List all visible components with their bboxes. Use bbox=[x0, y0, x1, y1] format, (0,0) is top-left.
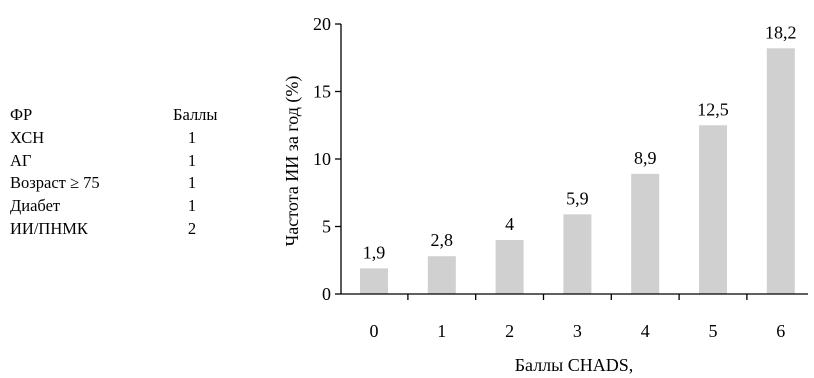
risk-factor-name: Диабет bbox=[10, 196, 61, 216]
y-tick-label: 15 bbox=[313, 82, 331, 102]
x-tick-label: 6 bbox=[776, 321, 785, 341]
risk-table-row: АГ 1 bbox=[10, 150, 237, 173]
x-tick-label: 4 bbox=[641, 321, 650, 341]
bar-2 bbox=[495, 240, 524, 294]
y-tick-label: 10 bbox=[313, 149, 331, 169]
x-axis-title: Баллы CHADS, bbox=[515, 355, 634, 375]
bar-5 bbox=[699, 125, 727, 294]
y-tick-label: 5 bbox=[322, 217, 331, 237]
x-tick-label: 3 bbox=[573, 321, 582, 341]
bar-0 bbox=[360, 268, 388, 294]
risk-factor-points: 1 bbox=[187, 196, 197, 216]
risk-factor-points: 1 bbox=[187, 150, 197, 170]
risk-table-row: Диабет 1 bbox=[10, 195, 237, 218]
ticks-layer: 0 5 10 15 20 0 1 2 3 4 5 6 bbox=[313, 14, 785, 341]
data-labels-layer: 1,9 2,8 4 5,9 8,9 12,5 18,2 bbox=[363, 22, 797, 262]
risk-table-row: Возраст ≥ 75 1 bbox=[10, 172, 237, 195]
risk-factor-name: ХСН bbox=[10, 127, 45, 147]
bar-1 bbox=[427, 256, 456, 294]
bar-6 bbox=[766, 48, 795, 294]
y-tick-label: 0 bbox=[322, 284, 331, 304]
bar-value-label: 2,8 bbox=[431, 230, 454, 250]
factor-column-header: ФР bbox=[10, 105, 33, 124]
points-column-header: Баллы bbox=[173, 105, 218, 124]
risk-factor-points: 2 bbox=[187, 218, 197, 238]
bars-layer bbox=[360, 48, 795, 294]
risk-factor-name: АГ bbox=[10, 150, 32, 170]
risk-factor-points: 1 bbox=[187, 173, 197, 193]
bar-3 bbox=[563, 214, 592, 294]
bar-value-label: 18,2 bbox=[765, 22, 797, 42]
y-tick-label: 20 bbox=[313, 14, 331, 34]
bar-value-label: 4 bbox=[505, 214, 514, 234]
bar-value-label: 12,5 bbox=[697, 99, 729, 119]
risk-factor-name: ИИ/ПНМК bbox=[10, 218, 88, 238]
bar-value-label: 1,9 bbox=[363, 242, 386, 262]
x-tick-label: 2 bbox=[505, 321, 514, 341]
risk-factor-points: 1 bbox=[187, 127, 197, 147]
x-tick-label: 1 bbox=[437, 321, 446, 341]
risk-table-row: ИИ/ПНМК 2 bbox=[10, 218, 237, 241]
risk-table-row: ХСН 1 bbox=[10, 127, 237, 150]
bar-value-label: 5,9 bbox=[566, 188, 589, 208]
x-tick-label: 5 bbox=[709, 321, 718, 341]
x-tick-label: 0 bbox=[370, 321, 379, 341]
y-axis-title: Частота ИИ за год (%) bbox=[282, 76, 303, 247]
risk-table-header: ФР Баллы bbox=[10, 104, 237, 127]
risk-factor-table: ФР Баллы ХСН 1 АГ 1 Возраст ≥ 75 1 Диабе… bbox=[10, 104, 237, 241]
risk-factor-name: Возраст ≥ 75 bbox=[10, 173, 100, 193]
bar-value-label: 8,9 bbox=[634, 148, 657, 168]
bar-4 bbox=[631, 173, 660, 294]
